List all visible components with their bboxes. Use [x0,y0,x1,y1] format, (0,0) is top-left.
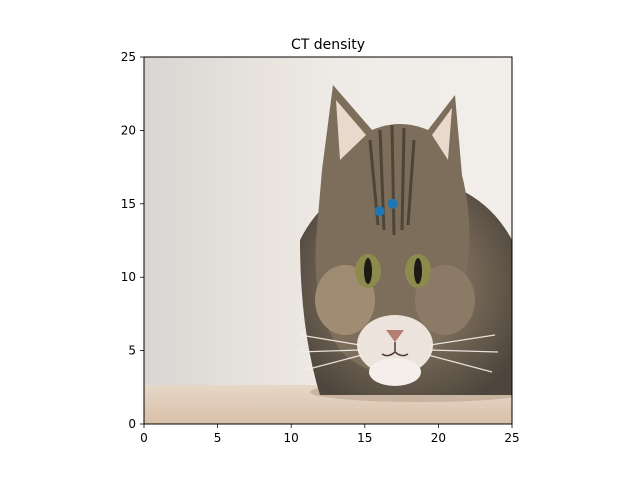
y-tick-label: 5 [128,344,136,358]
scatter-point [387,198,398,209]
x-tick-label: 0 [140,431,148,445]
cat-photo [144,57,512,424]
scatter-point [374,206,385,217]
y-tick-label: 10 [121,270,136,284]
x-axis: 0 5 10 15 20 25 [140,424,520,445]
y-tick-label: 25 [121,50,136,64]
x-tick-label: 15 [357,431,372,445]
x-tick-label: 20 [431,431,446,445]
axes-frame [143,56,513,425]
y-tick-label: 15 [121,197,136,211]
x-tick-label: 5 [214,431,222,445]
chart-title: CT density [291,37,365,53]
data-points [374,198,398,217]
x-tick-label: 10 [284,431,299,445]
x-tick-label: 25 [504,431,519,445]
y-axis: 0 5 10 15 20 25 [121,50,144,431]
y-tick-label: 20 [121,123,136,137]
y-tick-label: 0 [128,417,136,431]
